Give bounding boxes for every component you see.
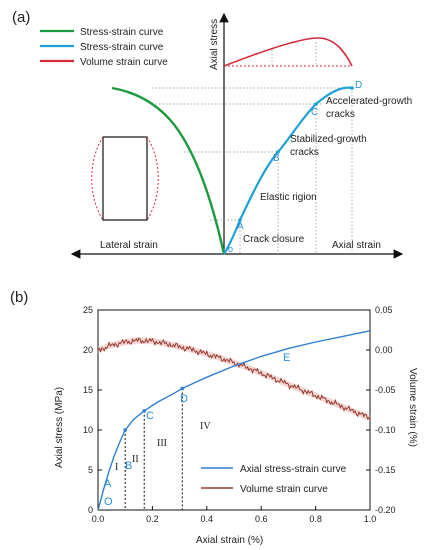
panel-a-label: (a): [12, 9, 30, 26]
y2-tick-label: -0.05: [375, 385, 396, 395]
annotation-stabilized-2: cracks: [290, 147, 319, 158]
x-tick-label: 0.0: [92, 514, 105, 524]
stage-marker-d: [180, 386, 185, 391]
panel-b-label: (b): [10, 289, 28, 306]
stage-label-iii: III: [157, 438, 167, 449]
panel-b-point-b: B: [125, 460, 132, 472]
panel-b-ticks: 0.0 0.2 0.4 0.6 0.8 1.0 0 5 10 15 20 25 0.05 0.00 -0.0…: [83, 305, 396, 524]
panel-a-point-c: C: [311, 107, 318, 118]
legend-label-green: Stress-strain curve: [80, 27, 164, 38]
panel-a-y-axis-label: Axial stress: [209, 19, 220, 70]
panel-b-point-c: C: [146, 410, 154, 422]
specimen-icon: [91, 136, 159, 221]
x-tick-label: 0.2: [146, 514, 159, 524]
panel-a-guides: [152, 42, 353, 254]
panel-a-point-b: B: [273, 153, 280, 164]
y2-tick-label: -0.20: [375, 505, 396, 515]
panel-a-points: A B C D: [237, 80, 362, 232]
legend-label-blue: Stress-strain curve: [80, 42, 164, 53]
y-tick-label: 5: [88, 465, 93, 475]
y2-tick-label: 0.05: [375, 305, 393, 315]
x-tick-label: 0.4: [201, 514, 214, 524]
panel-b-x-axis-title: Axial strain (%): [196, 535, 263, 546]
y-tick-label: 20: [83, 345, 93, 355]
stage-marker-b: [123, 428, 127, 432]
panel-a-point-d: D: [355, 80, 362, 91]
panel-b-point-e: E: [283, 352, 290, 364]
panel-b-y2-axis-title: Volume strain (%): [407, 368, 418, 447]
y-tick-label: 15: [83, 385, 93, 395]
panel-b-stage-lines: [124, 388, 183, 510]
x-tick-label: 0.6: [255, 514, 268, 524]
panel-a-lateral-label: Lateral strain: [100, 240, 158, 251]
y-tick-label: 0: [88, 505, 93, 515]
panel-b-legend: Axial stress-strain curve Volume strain …: [201, 464, 347, 495]
panel-a-axial-label: Axial strain: [332, 240, 381, 251]
panel-a-point-a: A: [237, 221, 244, 232]
panel-b-markers: [123, 386, 185, 432]
stage-label-ii: II: [132, 454, 139, 465]
annotation-crack-closure: Crack closure: [243, 234, 305, 245]
stage-label-i: I: [115, 462, 118, 473]
panel-b-point-a: A: [104, 478, 112, 490]
panel-a-volume-curve: [223, 37, 353, 67]
y2-tick-label: 0.00: [375, 345, 393, 355]
volume-strain-line: [97, 337, 371, 421]
panel-a-origin-label: o: [228, 244, 233, 254]
y-tick-label: 25: [83, 305, 93, 315]
panel-b-frame: [97, 309, 371, 511]
legend-label-stress: Axial stress-strain curve: [240, 464, 347, 475]
annotation-elastic: Elastic rigion: [260, 192, 317, 203]
panel-b-plot: 0.0 0.2 0.4 0.6 0.8 1.0 0 5 10 15 20 25 0.05 0.00 -0.0…: [83, 305, 396, 524]
volume-strain-band: [98, 337, 370, 422]
x-tick-label: 1.0: [364, 514, 377, 524]
legend-label-volume: Volume strain curve: [240, 484, 328, 495]
y2-tick-label: -0.10: [375, 425, 396, 435]
panel-b-point-o: O: [104, 496, 113, 508]
legend-label-red: Volume strain curve: [80, 57, 168, 68]
annotation-stabilized-1: Stabilized-growth: [290, 134, 367, 145]
panel-b-point-d: D: [180, 393, 188, 405]
y2-tick-label: -0.15: [375, 465, 396, 475]
stage-label-iv: IV: [200, 421, 211, 432]
panel-a-legend: Stress-strain curve Stress-strain curve …: [40, 27, 168, 68]
y-tick-label: 10: [83, 425, 93, 435]
panel-a-lateral-curve: [111, 86, 226, 255]
stage-marker-c: [142, 409, 147, 413]
axial-stress-line: [97, 330, 371, 511]
x-tick-label: 0.8: [309, 514, 322, 524]
annotation-accelerated-2: cracks: [326, 109, 355, 120]
panel-b-y-axis-title: Axial stress (MPa): [54, 387, 65, 468]
annotation-accelerated-1: Accelerated-growth: [326, 96, 412, 107]
